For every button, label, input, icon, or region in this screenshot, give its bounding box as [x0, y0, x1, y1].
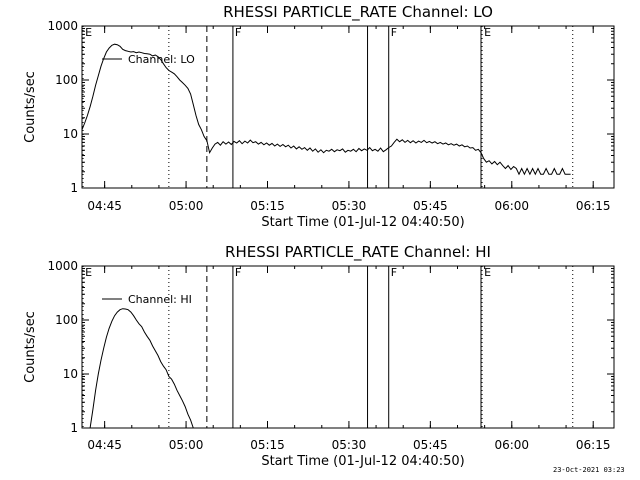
- y-tick-label: 1000: [47, 259, 78, 273]
- y-tick-label: 10: [63, 367, 78, 381]
- y-tick-label: 1: [70, 421, 78, 435]
- x-tick-label: 05:45: [413, 438, 448, 452]
- y-axis-label: Counts/sec: [23, 311, 38, 383]
- x-tick-label: 05:15: [250, 438, 285, 452]
- event-marker-label: F: [235, 266, 241, 279]
- x-tick-label: 04:45: [87, 438, 122, 452]
- event-marker-label: E: [484, 266, 491, 279]
- x-tick-label: 05:00: [169, 199, 204, 213]
- event-marker-label: E: [484, 26, 491, 39]
- y-tick-label: 100: [55, 73, 78, 87]
- legend-label: Channel: LO: [128, 53, 195, 66]
- series-line: [89, 308, 194, 428]
- x-axis-label: Start Time (01-Jul-12 04:40:50): [261, 454, 464, 469]
- x-axis-label: Start Time (01-Jul-12 04:40:50): [261, 215, 464, 230]
- y-tick-label: 1: [70, 181, 78, 195]
- event-marker-label: F: [235, 26, 241, 39]
- x-tick-label: 05:45: [413, 199, 448, 213]
- y-tick-label: 100: [55, 313, 78, 327]
- y-axis-label: Counts/sec: [23, 71, 38, 143]
- chart-title: RHESSI PARTICLE_RATE Channel: LO: [223, 3, 493, 22]
- plot-frame: [81, 25, 615, 189]
- x-tick-label: 06:00: [494, 199, 529, 213]
- event-marker-label: E: [85, 26, 92, 39]
- x-tick-label: 05:15: [250, 199, 285, 213]
- event-marker-label: E: [85, 266, 92, 279]
- event-marker-label: F: [391, 26, 397, 39]
- x-tick-label: 05:30: [332, 199, 367, 213]
- y-tick-label: 1000: [47, 19, 78, 33]
- legend-label: Channel: HI: [128, 293, 192, 306]
- x-tick-label: 04:45: [87, 199, 122, 213]
- x-tick-label: 06:15: [576, 199, 611, 213]
- event-marker-label: F: [391, 266, 397, 279]
- x-tick-label: 06:15: [576, 438, 611, 452]
- timestamp-footer: 23-Oct-2021 03:23: [553, 466, 625, 474]
- y-tick-label: 10: [63, 127, 78, 141]
- x-tick-label: 06:00: [494, 438, 529, 452]
- x-tick-label: 05:00: [169, 438, 204, 452]
- plot-frame: [81, 265, 615, 429]
- chart-title: RHESSI PARTICLE_RATE Channel: HI: [225, 243, 491, 262]
- x-tick-label: 05:30: [332, 438, 367, 452]
- series-line: [82, 43, 571, 176]
